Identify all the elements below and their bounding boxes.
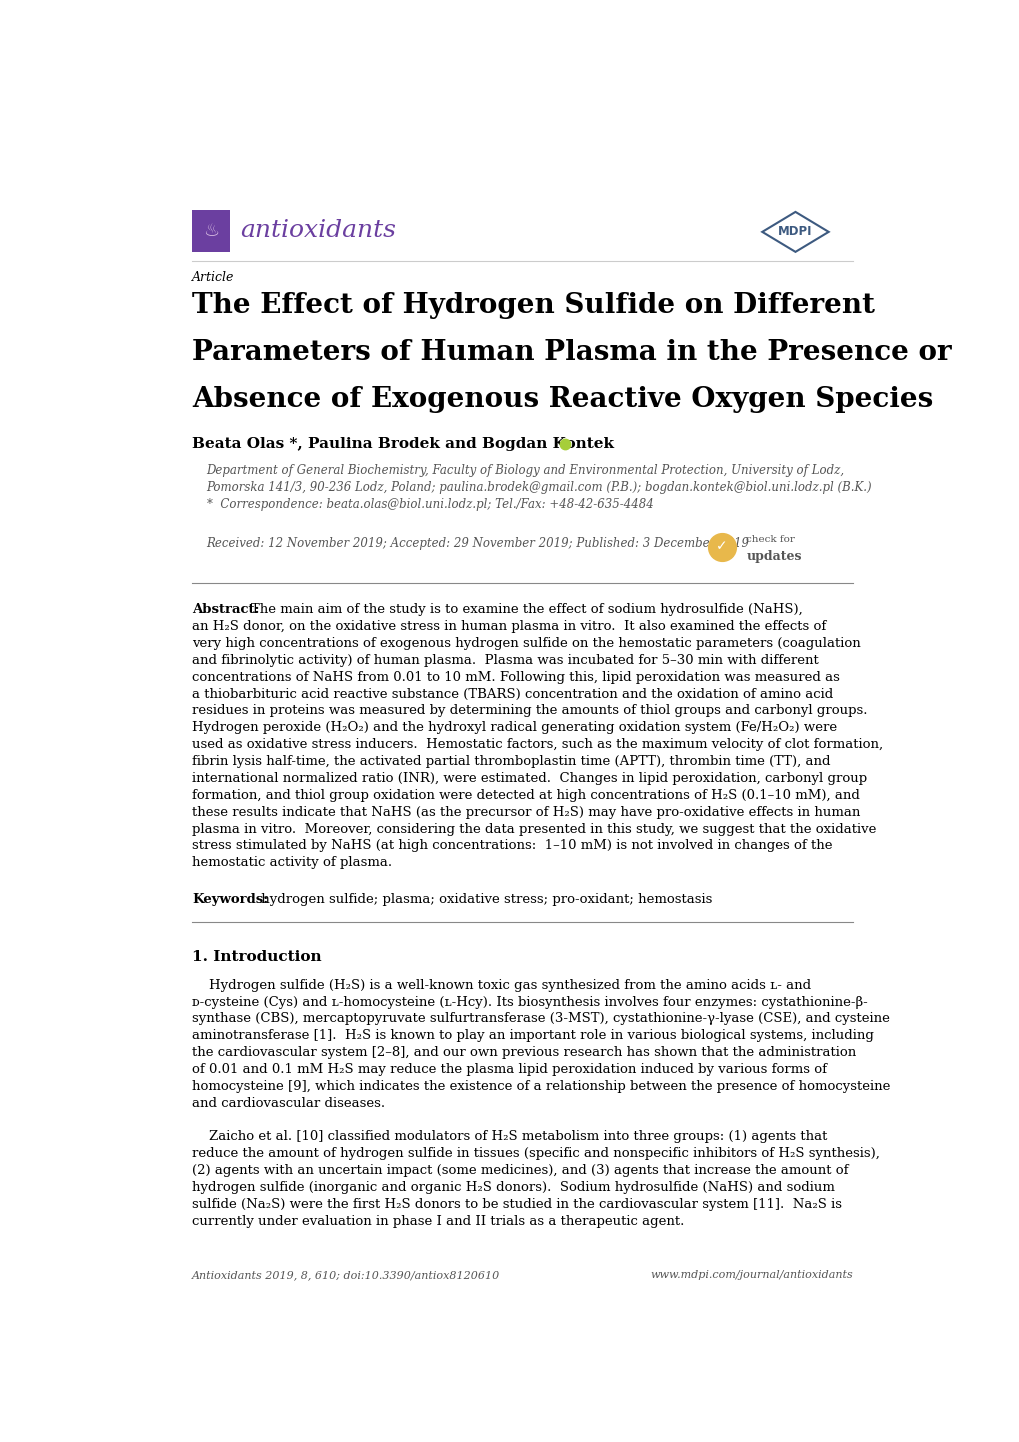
Text: used as oxidative stress inducers.  Hemostatic factors, such as the maximum velo: used as oxidative stress inducers. Hemos… bbox=[193, 738, 882, 751]
Text: aminotransferase [1].  H₂S is known to play an important role in various biologi: aminotransferase [1]. H₂S is known to pl… bbox=[193, 1030, 873, 1043]
Text: reduce the amount of hydrogen sulfide in tissues (specific and nonspecific inhib: reduce the amount of hydrogen sulfide in… bbox=[193, 1148, 879, 1161]
Text: Department of General Biochemistry, Faculty of Biology and Environmental Protect: Department of General Biochemistry, Facu… bbox=[206, 464, 844, 477]
Text: hemostatic activity of plasma.: hemostatic activity of plasma. bbox=[193, 857, 392, 870]
Text: very high concentrations of exogenous hydrogen sulfide on the hemostatic paramet: very high concentrations of exogenous hy… bbox=[193, 637, 860, 650]
Text: Hydrogen sulfide (H₂S) is a well-known toxic gas synthesized from the amino acid: Hydrogen sulfide (H₂S) is a well-known t… bbox=[193, 979, 811, 992]
Text: residues in proteins was measured by determining the amounts of thiol groups and: residues in proteins was measured by det… bbox=[193, 704, 867, 718]
Text: Beata Olas *, Paulina Brodek and Bogdan Kontek: Beata Olas *, Paulina Brodek and Bogdan … bbox=[193, 437, 613, 451]
Text: and fibrinolytic activity) of human plasma.  Plasma was incubated for 5–30 min w: and fibrinolytic activity) of human plas… bbox=[193, 653, 818, 666]
Text: an H₂S donor, on the oxidative stress in human plasma in vitro.  It also examine: an H₂S donor, on the oxidative stress in… bbox=[193, 620, 825, 633]
Text: Keywords:: Keywords: bbox=[193, 893, 268, 906]
Text: stress stimulated by NaHS (at high concentrations:  1–10 mM) is not involved in : stress stimulated by NaHS (at high conce… bbox=[193, 839, 832, 852]
FancyBboxPatch shape bbox=[193, 211, 230, 252]
Text: MDPI: MDPI bbox=[777, 225, 812, 238]
Text: www.mdpi.com/journal/antioxidants: www.mdpi.com/journal/antioxidants bbox=[650, 1270, 852, 1280]
Text: sulfide (Na₂S) were the first H₂S donors to be studied in the cardiovascular sys: sulfide (Na₂S) were the first H₂S donors… bbox=[193, 1198, 842, 1211]
Text: Zaicho et al. [10] classified modulators of H₂S metabolism into three groups: (1: Zaicho et al. [10] classified modulators… bbox=[193, 1131, 826, 1144]
Text: fibrin lysis half-time, the activated partial thromboplastin time (APTT), thromb: fibrin lysis half-time, the activated pa… bbox=[193, 756, 830, 769]
Text: homocysteine [9], which indicates the existence of a relationship between the pr: homocysteine [9], which indicates the ex… bbox=[193, 1080, 890, 1093]
Text: hydrogen sulfide; plasma; oxidative stress; pro-oxidant; hemostasis: hydrogen sulfide; plasma; oxidative stre… bbox=[257, 893, 712, 906]
Text: The Effect of Hydrogen Sulfide on Different: The Effect of Hydrogen Sulfide on Differ… bbox=[193, 291, 874, 319]
Text: synthase (CBS), mercaptopyruvate sulfurtransferase (3-MST), cystathionine-γ-lyas: synthase (CBS), mercaptopyruvate sulfurt… bbox=[193, 1012, 890, 1025]
Text: Parameters of Human Plasma in the Presence or: Parameters of Human Plasma in the Presen… bbox=[193, 339, 951, 366]
Text: formation, and thiol group oxidation were detected at high concentrations of H₂S: formation, and thiol group oxidation wer… bbox=[193, 789, 859, 802]
Text: hydrogen sulfide (inorganic and organic H₂S donors).  Sodium hydrosulfide (NaHS): hydrogen sulfide (inorganic and organic … bbox=[193, 1181, 835, 1194]
Text: currently under evaluation in phase I and II trials as a therapeutic agent.: currently under evaluation in phase I an… bbox=[193, 1214, 684, 1227]
Text: international normalized ratio (INR), were estimated.  Changes in lipid peroxida: international normalized ratio (INR), we… bbox=[193, 771, 866, 784]
Text: Received: 12 November 2019; Accepted: 29 November 2019; Published: 3 December 20: Received: 12 November 2019; Accepted: 29… bbox=[206, 536, 749, 549]
Text: Article: Article bbox=[193, 271, 234, 284]
Text: Pomorska 141/3, 90-236 Lodz, Poland; paulina.brodek@gmail.com (P.B.); bogdan.kon: Pomorska 141/3, 90-236 Lodz, Poland; pau… bbox=[206, 480, 871, 493]
Text: The main aim of the study is to examine the effect of sodium hydrosulfide (NaHS): The main aim of the study is to examine … bbox=[251, 603, 802, 616]
Text: 1. Introduction: 1. Introduction bbox=[193, 950, 322, 963]
Text: ᴅ-cysteine (Cys) and ʟ-homocysteine (ʟ-Hcy). Its biosynthesis involves four enzy: ᴅ-cysteine (Cys) and ʟ-homocysteine (ʟ-H… bbox=[193, 995, 867, 1008]
Text: of 0.01 and 0.1 mM H₂S may reduce the plasma lipid peroxidation induced by vario: of 0.01 and 0.1 mM H₂S may reduce the pl… bbox=[193, 1063, 826, 1076]
Text: check for: check for bbox=[746, 535, 795, 544]
Text: these results indicate that NaHS (as the precursor of H₂S) may have pro-oxidativ: these results indicate that NaHS (as the… bbox=[193, 806, 860, 819]
Text: *  Correspondence: beata.olas@biol.uni.lodz.pl; Tel./Fax: +48-42-635-4484: * Correspondence: beata.olas@biol.uni.lo… bbox=[206, 497, 652, 510]
Text: Absence of Exogenous Reactive Oxygen Species: Absence of Exogenous Reactive Oxygen Spe… bbox=[193, 386, 932, 414]
Text: Abstract:: Abstract: bbox=[193, 603, 260, 616]
Text: the cardiovascular system [2–8], and our own previous research has shown that th: the cardiovascular system [2–8], and our… bbox=[193, 1045, 856, 1060]
Text: ♨: ♨ bbox=[203, 222, 219, 241]
Text: plasma in vitro.  Moreover, considering the data presented in this study, we sug: plasma in vitro. Moreover, considering t… bbox=[193, 822, 876, 835]
Text: and cardiovascular diseases.: and cardiovascular diseases. bbox=[193, 1097, 385, 1110]
Text: antioxidants: antioxidants bbox=[239, 219, 395, 242]
Text: a thiobarbituric acid reactive substance (TBARS) concentration and the oxidation: a thiobarbituric acid reactive substance… bbox=[193, 688, 833, 701]
Text: Antioxidants 2019, 8, 610; doi:10.3390/antiox8120610: Antioxidants 2019, 8, 610; doi:10.3390/a… bbox=[193, 1270, 500, 1280]
Text: concentrations of NaHS from 0.01 to 10 mM. Following this, lipid peroxidation wa: concentrations of NaHS from 0.01 to 10 m… bbox=[193, 671, 840, 684]
Text: Hydrogen peroxide (H₂O₂) and the hydroxyl radical generating oxidation system (F: Hydrogen peroxide (H₂O₂) and the hydroxy… bbox=[193, 721, 837, 734]
Text: ✓: ✓ bbox=[715, 539, 727, 554]
Text: (2) agents with an uncertain impact (some medicines), and (3) agents that increa: (2) agents with an uncertain impact (som… bbox=[193, 1164, 848, 1177]
Text: updates: updates bbox=[746, 549, 801, 562]
